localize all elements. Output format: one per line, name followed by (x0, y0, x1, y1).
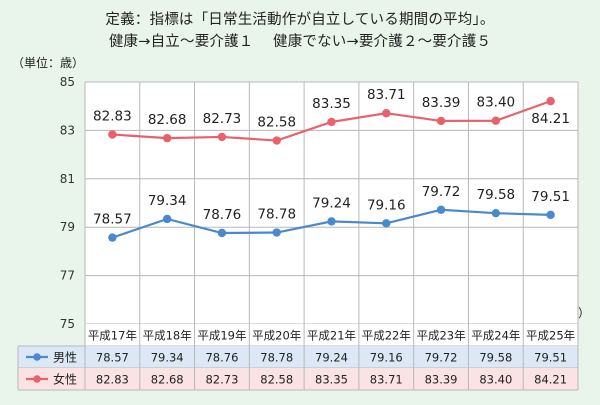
x-tick-label: 平成23年 (416, 329, 465, 343)
data-label: 78.76 (203, 207, 242, 223)
table-cell: 82.58 (260, 373, 293, 387)
data-point (382, 219, 391, 228)
data-point (436, 205, 446, 214)
data-point (162, 214, 172, 224)
table-cell: 82.73 (205, 373, 238, 387)
table-row (18, 346, 578, 368)
data-point (272, 228, 281, 237)
x-tick-label: 平成20年 (252, 329, 301, 343)
legend-label: 男性 (53, 351, 77, 365)
y-tick-label: 75 (60, 317, 75, 331)
legend-marker (33, 353, 41, 361)
x-tick-label: 平成22年 (362, 329, 411, 343)
y-tick-label: 79 (60, 220, 75, 234)
data-point (491, 116, 501, 125)
chart-title-line-2: 健康→自立〜要介護１ 健康でない→要介護２〜要介護５ (108, 34, 492, 50)
data-label: 79.58 (477, 187, 516, 203)
data-label: 79.24 (312, 195, 351, 211)
data-label: 83.39 (422, 95, 461, 111)
data-label: 78.57 (93, 212, 132, 228)
table-cell: 79.24 (315, 351, 348, 365)
data-label: 78.78 (257, 207, 296, 223)
data-point (108, 233, 117, 242)
data-label: 82.58 (257, 115, 296, 131)
data-label: 83.40 (477, 95, 516, 111)
table-row (18, 368, 578, 390)
data-point (491, 208, 501, 218)
table-cell: 79.16 (370, 351, 403, 365)
y-tick-label: 77 (60, 269, 75, 283)
data-label: 83.71 (367, 87, 406, 103)
data-label: 83.35 (312, 96, 351, 112)
table-cell: 82.68 (151, 373, 184, 387)
data-point (546, 96, 555, 106)
data-label: 79.34 (148, 193, 187, 209)
chart-title-line-1: 定義：指標は「日常生活動作が自立している期間の平均」。 (105, 12, 495, 28)
x-tick-label: 平成17年 (88, 329, 137, 343)
table-cell: 82.83 (96, 373, 129, 387)
table-cell: 78.76 (205, 351, 238, 365)
table-cell: 79.58 (479, 351, 512, 365)
legend-marker (33, 375, 41, 383)
data-point (217, 228, 227, 238)
x-tick-label: 平成21年 (307, 329, 356, 343)
x-tick-label: 平成24年 (471, 329, 520, 343)
table-cell: 79.34 (151, 351, 184, 365)
data-label: 79.72 (422, 184, 461, 200)
data-point (546, 210, 555, 220)
data-point (272, 136, 281, 145)
data-point (327, 117, 336, 127)
data-label: 82.68 (148, 112, 187, 128)
table-cell: 78.78 (260, 351, 293, 365)
y-axis-unit-label: （単位：歳） (12, 56, 85, 70)
y-tick-label: 83 (60, 123, 75, 137)
x-tick-label: 平成25年 (526, 329, 575, 343)
data-point (217, 132, 227, 142)
y-tick-label: 85 (60, 75, 75, 89)
data-label: 79.51 (531, 189, 570, 205)
table-cell: 79.51 (534, 351, 567, 365)
data-label: 82.73 (203, 111, 242, 127)
table-cell: 83.71 (370, 373, 403, 387)
y-tick-label: 81 (60, 172, 75, 186)
data-label: 79.16 (367, 197, 406, 213)
legend-label: 女性 (53, 372, 77, 387)
table-cell: 83.35 (315, 373, 348, 387)
table-cell: 83.39 (425, 373, 458, 387)
table-cell: 83.40 (479, 373, 512, 387)
table-cell: 84.21 (534, 373, 567, 387)
table-cell: 79.72 (425, 351, 458, 365)
x-tick-label: 平成19年 (197, 329, 246, 343)
table-row (85, 324, 578, 346)
data-point (436, 116, 446, 126)
data-point (108, 130, 117, 139)
data-point (327, 217, 336, 226)
data-label: 82.83 (93, 109, 132, 125)
table-cell: 78.57 (96, 351, 129, 365)
x-tick-label: 平成18年 (143, 329, 192, 343)
data-label: 84.21 (531, 111, 570, 127)
data-point (382, 109, 391, 118)
data-point (162, 133, 172, 143)
